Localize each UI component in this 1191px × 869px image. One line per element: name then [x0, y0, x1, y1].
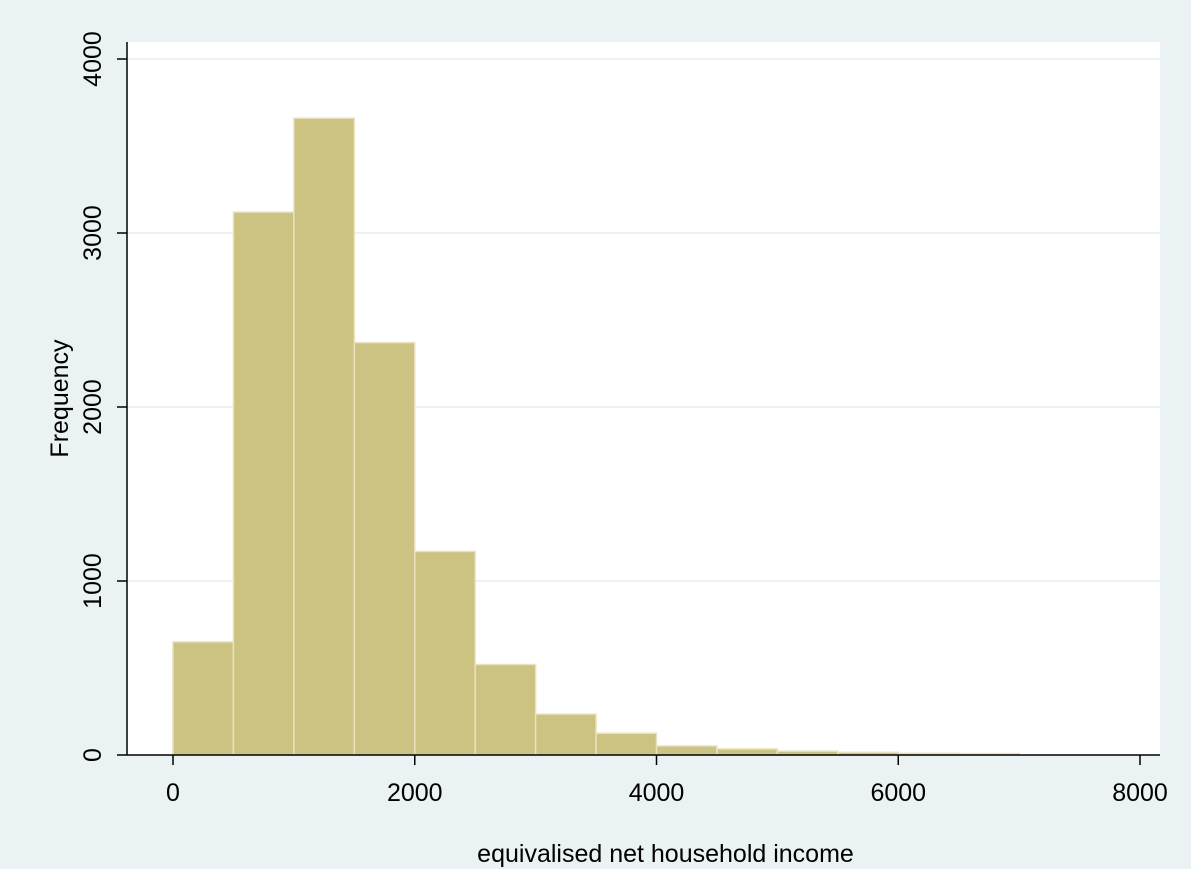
tick-labels: 0 1000 2000 3000 4000 0 2000 4000 6000 8000 [79, 31, 1168, 807]
x-tick-label-8000: 8000 [1112, 779, 1168, 807]
x-tick-label-2000: 2000 [387, 779, 443, 807]
axes [126, 42, 1160, 756]
x-tick-label-4000: 4000 [629, 779, 685, 807]
x-axis-title: equivalised net household income [477, 840, 854, 868]
x-tick-label-6000: 6000 [870, 779, 926, 807]
histogram-bar-3 [353, 341, 416, 756]
y-tick-label-0: 0 [79, 748, 107, 762]
histogram-bar-9 [716, 748, 779, 756]
histogram-bar-4 [414, 550, 476, 756]
x-tick-label-0: 0 [166, 779, 180, 807]
histogram-bar-5 [474, 663, 537, 756]
y-axis-title: Frequency [46, 339, 74, 458]
y-tick-label-4000: 4000 [79, 31, 107, 87]
y-tick-label-2000: 2000 [79, 379, 107, 435]
histogram-bar-0 [172, 641, 235, 756]
histogram-bar-7 [595, 732, 658, 756]
y-tick-label-1000: 1000 [79, 553, 107, 609]
y-tick-label-3000: 3000 [79, 205, 107, 261]
histogram-bar-1 [232, 211, 295, 756]
histogram-bar-2 [293, 117, 356, 756]
histogram-bar-6 [534, 713, 597, 756]
histogram-bar-8 [655, 745, 718, 756]
